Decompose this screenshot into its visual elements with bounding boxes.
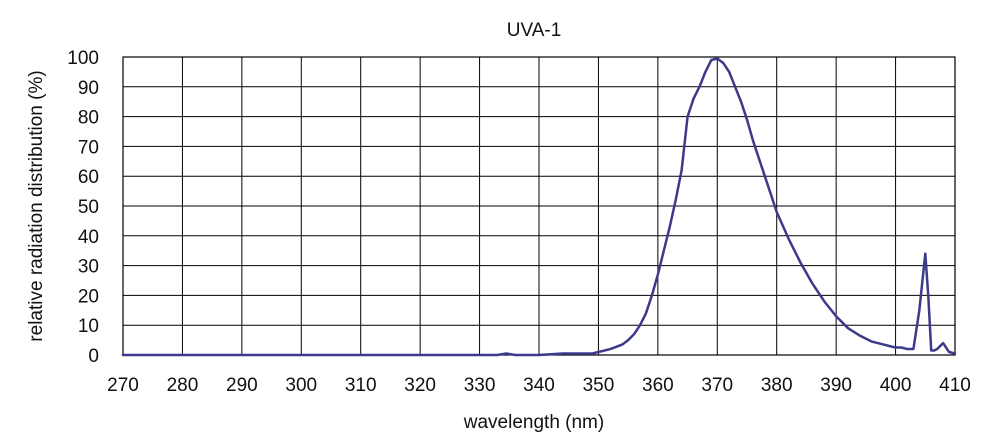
x-tick-label: 290 (226, 375, 258, 396)
y-tick-label: 60 (78, 167, 99, 188)
x-tick-label: 300 (285, 375, 317, 396)
x-tick-label: 370 (701, 375, 733, 396)
y-tick-label: 50 (78, 197, 99, 218)
x-tick-label: 380 (761, 375, 793, 396)
y-tick-label: 20 (78, 286, 99, 307)
y-tick-label: 40 (78, 227, 99, 248)
x-tick-label: 330 (464, 375, 496, 396)
y-tick-label: 30 (78, 257, 99, 278)
x-tick-label: 340 (523, 375, 555, 396)
y-tick-label: 100 (67, 48, 99, 69)
x-tick-label: 360 (642, 375, 674, 396)
y-axis-title: relative radiation distribution (%) (26, 70, 47, 341)
y-tick-label: 80 (78, 108, 99, 129)
x-tick-label: 310 (345, 375, 377, 396)
y-tick-label: 0 (88, 346, 99, 367)
y-tick-label: 70 (78, 137, 99, 158)
x-tick-label: 270 (107, 375, 139, 396)
y-tick-label: 90 (78, 78, 99, 99)
x-tick-label: 400 (880, 375, 912, 396)
grid-lines (122, 56, 956, 356)
x-tick-label: 280 (167, 375, 199, 396)
chart-title: UVA-1 (507, 20, 562, 41)
x-axis-ticks: 270 280 290 300 310 320 330 340 350 360 370 380 390 4… (107, 375, 971, 396)
x-tick-label: 390 (820, 375, 852, 396)
x-tick-label: 320 (404, 375, 436, 396)
x-axis-title: wavelength (nm) (463, 412, 604, 433)
series-line (121, 57, 957, 357)
x-tick-label: 410 (939, 375, 971, 396)
x-tick-label: 350 (583, 375, 615, 396)
y-axis-ticks: 0 10 20 30 40 50 60 70 80 90 100 (67, 48, 99, 367)
y-tick-label: 10 (78, 316, 99, 337)
